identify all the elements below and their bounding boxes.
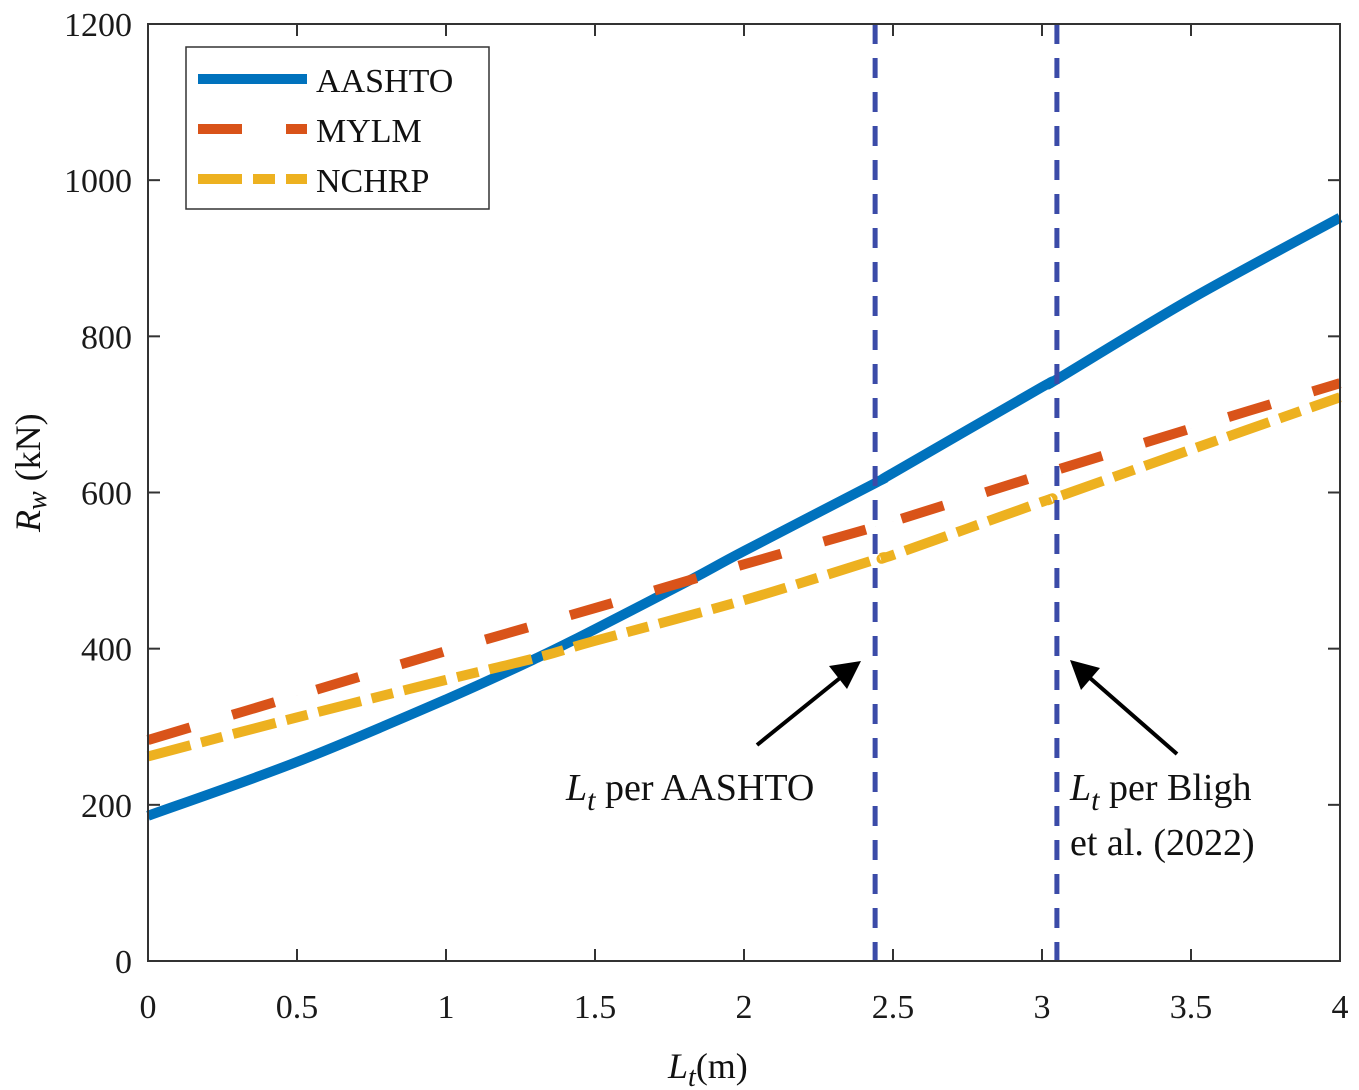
x-tick-label: 4 bbox=[1332, 989, 1349, 1026]
annotation-arrow-bligh bbox=[1088, 676, 1179, 756]
y-tick-label: 1000 bbox=[64, 163, 132, 200]
x-axis-label-main: L bbox=[667, 1046, 688, 1086]
legend-label-mylm: MYLM bbox=[316, 113, 422, 150]
legend-label-aashto: AASHTO bbox=[316, 63, 453, 100]
series-line-nchrp bbox=[146, 392, 1342, 762]
x-tick-label: 0.5 bbox=[276, 989, 319, 1026]
annotation-bligh-main: L bbox=[1069, 767, 1091, 809]
arrowhead-bligh-icon bbox=[1070, 660, 1100, 690]
x-tick-label: 3.5 bbox=[1170, 989, 1213, 1026]
y-tick-label: 400 bbox=[81, 632, 132, 669]
vline-layer bbox=[872, 24, 1060, 961]
x-tick-label: 0 bbox=[140, 989, 157, 1026]
annotation-aashto-main: L bbox=[565, 767, 587, 809]
y-axis-label-sub: w bbox=[22, 491, 53, 510]
annotation-arrow-aashto bbox=[755, 676, 842, 747]
legend-label-nchrp: NCHRP bbox=[316, 163, 429, 200]
y-tick-label: 1200 bbox=[64, 7, 132, 44]
series-line-mylm bbox=[146, 378, 1342, 745]
annotation-text-bligh-line2: et al. (2022) bbox=[1070, 822, 1255, 864]
legend: AASHTO MYLM NCHRP bbox=[185, 46, 490, 210]
annotation-aashto-rest: per AASHTO bbox=[595, 767, 814, 809]
x-axis-label-sub: t bbox=[688, 1062, 697, 1090]
x-tick-label: 2 bbox=[736, 989, 753, 1026]
annotation-text-aashto: Lt per AASHTO bbox=[565, 767, 814, 817]
annotation-bligh-rest: per Bligh bbox=[1099, 767, 1251, 809]
annotation-bligh: Lt per Bligh et al. (2022) bbox=[1069, 660, 1255, 864]
x-tick-label: 3 bbox=[1034, 989, 1051, 1026]
annotation-aashto: Lt per AASHTO bbox=[565, 661, 861, 817]
y-tick-label: 200 bbox=[81, 788, 132, 825]
y-axis-label: Rw (kN) bbox=[8, 413, 53, 533]
x-tick-label: 1.5 bbox=[574, 989, 617, 1026]
x-tick-label: 1 bbox=[438, 989, 455, 1026]
y-axis-label-unit: (kN) bbox=[8, 413, 48, 481]
y-tick-label: 600 bbox=[81, 476, 132, 513]
arrowhead-aashto-icon bbox=[829, 661, 861, 689]
annotation-bligh-sub: t bbox=[1091, 784, 1100, 817]
x-axis-label-unit: (m) bbox=[696, 1046, 748, 1086]
y-axis-label-main: R bbox=[8, 510, 48, 533]
series-layer bbox=[146, 213, 1343, 821]
x-tick-label: 2.5 bbox=[872, 989, 915, 1026]
annotation-aashto-sub: t bbox=[587, 784, 596, 817]
ticks-layer: 0 0.5 1 1.5 2 2.5 3 3.5 4 0 200 400 600 800 1000 1200 bbox=[64, 7, 1349, 1026]
annotation-text-bligh: Lt per Bligh bbox=[1069, 767, 1251, 817]
series-line-aashto bbox=[146, 213, 1343, 821]
y-tick-label: 800 bbox=[81, 319, 132, 356]
x-axis-label: Lt(m) bbox=[667, 1046, 748, 1090]
y-tick-label: 0 bbox=[115, 944, 132, 981]
